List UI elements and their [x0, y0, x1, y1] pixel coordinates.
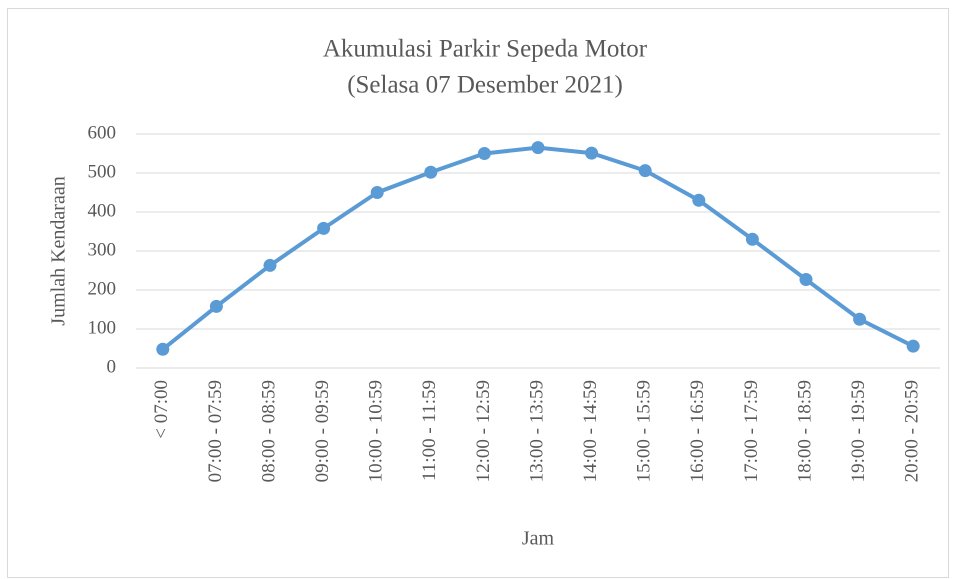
marker	[853, 312, 867, 326]
x-tick-label: 16:00 - 16:59	[687, 380, 708, 482]
x-tick-label: 18:00 - 18:59	[794, 380, 815, 482]
marker	[531, 141, 545, 155]
marker	[477, 147, 491, 160]
x-tick-label: 13:00 - 13:59	[526, 380, 547, 482]
x-tick-label: 15:00 - 15:59	[634, 380, 655, 482]
x-tick-label: 11:00 - 11:59	[419, 380, 440, 481]
marker	[585, 146, 599, 160]
x-tick-label: < 07:00	[151, 380, 172, 439]
y-tick-label: 600	[88, 122, 117, 143]
marker	[424, 165, 438, 179]
y-tick-label: 100	[88, 317, 117, 338]
x-tick-label: 17:00 - 17:59	[741, 380, 762, 482]
y-tick-label: 400	[88, 200, 117, 221]
marker	[638, 164, 652, 178]
marker	[370, 186, 384, 199]
y-tick-label: 0	[107, 356, 117, 377]
marker	[317, 221, 331, 235]
x-tick-label: 08:00 - 08:59	[258, 380, 279, 482]
x-tick-label: 10:00 - 10:59	[366, 380, 387, 482]
x-axis-label: Jam	[522, 528, 555, 550]
chart-subtitle: (Selasa 07 Desember 2021)	[347, 72, 623, 99]
y-axis-label: Jumlah Kendaraan	[48, 176, 70, 325]
marker	[799, 272, 813, 286]
x-tick-label: 12:00 - 12:59	[473, 380, 494, 482]
chart-border	[7, 8, 949, 578]
y-tick-label: 500	[88, 161, 117, 182]
x-tick-label: 07:00 - 07:59	[205, 380, 226, 482]
x-tick-label: 09:00 - 09:59	[312, 380, 333, 482]
marker	[906, 339, 920, 353]
y-tick-label: 200	[88, 278, 117, 299]
marker	[263, 258, 277, 272]
marker	[156, 342, 170, 356]
x-tick-label: 20:00 - 20:59	[902, 380, 923, 482]
chart-title: Akumulasi Parkir Sepeda Motor	[323, 36, 648, 63]
marker	[745, 232, 759, 246]
x-tick-label: 14:00 - 14:59	[580, 380, 601, 482]
marker	[209, 299, 223, 313]
x-tick-label: 19:00 - 19:59	[848, 380, 869, 482]
marker	[692, 193, 706, 207]
y-tick-label: 300	[88, 239, 117, 260]
